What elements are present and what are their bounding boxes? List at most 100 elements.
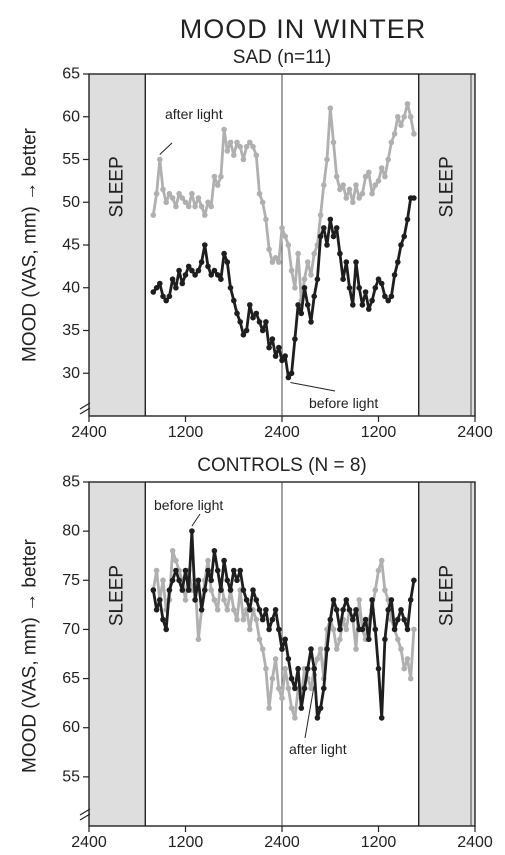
point-before-light [385,607,392,613]
point-after-light [330,626,337,633]
point-before-light [285,656,292,662]
axis-break [79,402,91,410]
point-before-light [356,285,363,291]
point-before-light [163,297,169,304]
sad-chart: SAD (n=11) SLEEP SLEEP 30 35 40 45 50 55 60 65 2400… [20,47,493,441]
point-after-light [173,203,179,210]
point-after-light [340,182,346,188]
point-after-light [350,199,356,206]
point-before-light [195,267,202,274]
y-tick-label: 85 [62,474,80,491]
point-after-light [288,705,295,711]
point-before-light [372,626,379,633]
point-after-light [237,143,243,150]
point-before-light [234,310,240,317]
point-after-light [195,195,202,201]
point-before-light [398,242,404,248]
point-before-light [205,263,211,270]
point-before-light [234,577,240,584]
point-before-light [205,567,211,574]
point-before-light [256,607,263,613]
point-after-light [247,139,253,146]
point-before-light [269,336,276,342]
point-after-light [317,646,324,652]
point-before-light [362,616,369,623]
sleep-label: SLEEP [107,565,128,626]
point-before-light [330,597,337,603]
y-tick-label: 55 [62,768,80,785]
sleep-region [418,482,475,826]
point-after-light [211,597,218,603]
point-before-light [407,597,414,603]
annotation-leader [159,142,173,155]
point-after-light [285,685,292,692]
point-after-light [189,190,195,197]
point-before-light [353,259,359,265]
point-after-light [218,173,224,180]
point-after-light [411,131,417,137]
point-before-light [298,310,305,317]
point-after-light [259,646,266,652]
point-before-light [375,665,382,672]
point-before-light [353,607,359,613]
point-after-light [385,156,392,163]
point-after-light [185,203,192,210]
y-axis-label: MOOD (VAS, mm) → better [20,538,41,773]
point-before-light [237,319,243,325]
point-before-light [369,597,375,603]
point-before-light [211,267,218,274]
point-after-light [333,173,340,180]
point-before-light [211,548,218,554]
point-before-light [346,607,353,613]
point-after-light [182,597,189,603]
point-after-light [304,259,311,265]
point-before-light [173,285,179,291]
point-after-light [388,139,395,146]
y-axis-label: MOOD (VAS, mm) → better [20,127,41,362]
point-before-light [292,685,298,692]
point-before-light [411,577,417,584]
point-before-light [327,616,334,623]
y-tick-label: 80 [62,523,80,540]
point-before-light [401,616,408,623]
point-after-light [366,169,372,176]
point-after-light [317,212,324,218]
point-after-light [356,195,363,201]
y-tick-label: 60 [62,108,80,125]
sleep-label: SLEEP [107,156,128,217]
x-tick-label: 2400 [264,834,300,850]
point-after-light [285,242,292,248]
point-after-light [382,587,388,593]
point-after-light [157,156,163,163]
point-before-light [182,272,189,278]
point-after-light [182,199,189,206]
point-before-light [369,297,375,304]
point-after-light [160,577,166,584]
point-before-light [253,310,260,317]
point-after-light [166,190,173,197]
point-after-light [279,695,285,701]
point-after-light [362,173,369,180]
point-before-light [292,336,298,342]
point-before-light [227,285,234,291]
point-before-light [266,626,272,633]
point-before-light [317,705,324,711]
point-after-light [259,199,266,206]
point-before-light [314,715,321,721]
point-after-light [176,190,182,197]
point-after-light [269,675,276,682]
point-before-light [382,636,388,643]
point-before-light [150,289,157,295]
x-tick-label: 2400 [264,424,300,441]
point-after-light [240,616,247,623]
point-after-light [314,656,321,662]
point-before-light [179,280,186,287]
point-after-light [301,276,308,283]
point-before-light [276,626,282,633]
point-before-light [324,242,330,248]
point-after-light [214,182,221,188]
point-after-light [407,114,414,120]
point-before-light [340,607,346,613]
point-before-light [388,597,395,603]
point-after-light [202,212,208,218]
